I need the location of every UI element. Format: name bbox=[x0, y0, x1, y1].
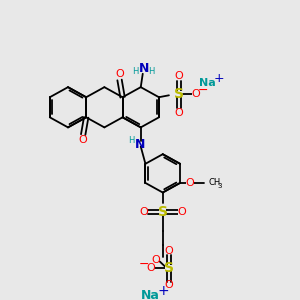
Bar bbox=[186, 180, 194, 186]
Text: −: − bbox=[198, 84, 208, 97]
Text: S: S bbox=[164, 261, 174, 275]
Text: H: H bbox=[148, 67, 155, 76]
Text: O: O bbox=[164, 246, 173, 256]
Text: O: O bbox=[175, 107, 183, 118]
Text: O: O bbox=[177, 207, 186, 217]
Bar bbox=[159, 209, 166, 214]
Text: O: O bbox=[192, 89, 200, 99]
Text: Na: Na bbox=[199, 78, 215, 88]
Bar bbox=[176, 109, 182, 115]
Bar bbox=[165, 248, 172, 254]
Text: O: O bbox=[164, 280, 173, 290]
Bar bbox=[80, 137, 86, 142]
Text: 3: 3 bbox=[217, 183, 222, 189]
Bar bbox=[205, 180, 219, 186]
Text: O: O bbox=[175, 71, 183, 81]
Bar bbox=[176, 92, 182, 97]
Text: O: O bbox=[115, 69, 124, 79]
Bar bbox=[147, 265, 154, 271]
Bar bbox=[151, 255, 159, 262]
Bar bbox=[178, 209, 185, 214]
Text: O: O bbox=[140, 207, 148, 217]
Bar bbox=[165, 283, 172, 288]
Text: +: + bbox=[214, 72, 224, 85]
Text: O: O bbox=[79, 135, 88, 145]
Text: O: O bbox=[152, 255, 160, 265]
Bar bbox=[140, 209, 147, 214]
Bar bbox=[117, 73, 123, 78]
Bar bbox=[176, 74, 182, 80]
Text: H: H bbox=[133, 67, 139, 76]
Text: Na: Na bbox=[141, 289, 160, 300]
Text: O: O bbox=[146, 263, 155, 273]
Text: S: S bbox=[158, 205, 168, 219]
Bar bbox=[192, 92, 200, 97]
Text: S: S bbox=[174, 87, 184, 101]
Bar bbox=[165, 265, 172, 271]
Text: N: N bbox=[139, 62, 149, 76]
Text: N: N bbox=[135, 138, 145, 151]
Text: −: − bbox=[139, 258, 149, 271]
Text: CH: CH bbox=[208, 178, 220, 188]
Text: H: H bbox=[129, 136, 135, 145]
Text: +: + bbox=[158, 284, 170, 298]
Text: O: O bbox=[186, 178, 194, 188]
